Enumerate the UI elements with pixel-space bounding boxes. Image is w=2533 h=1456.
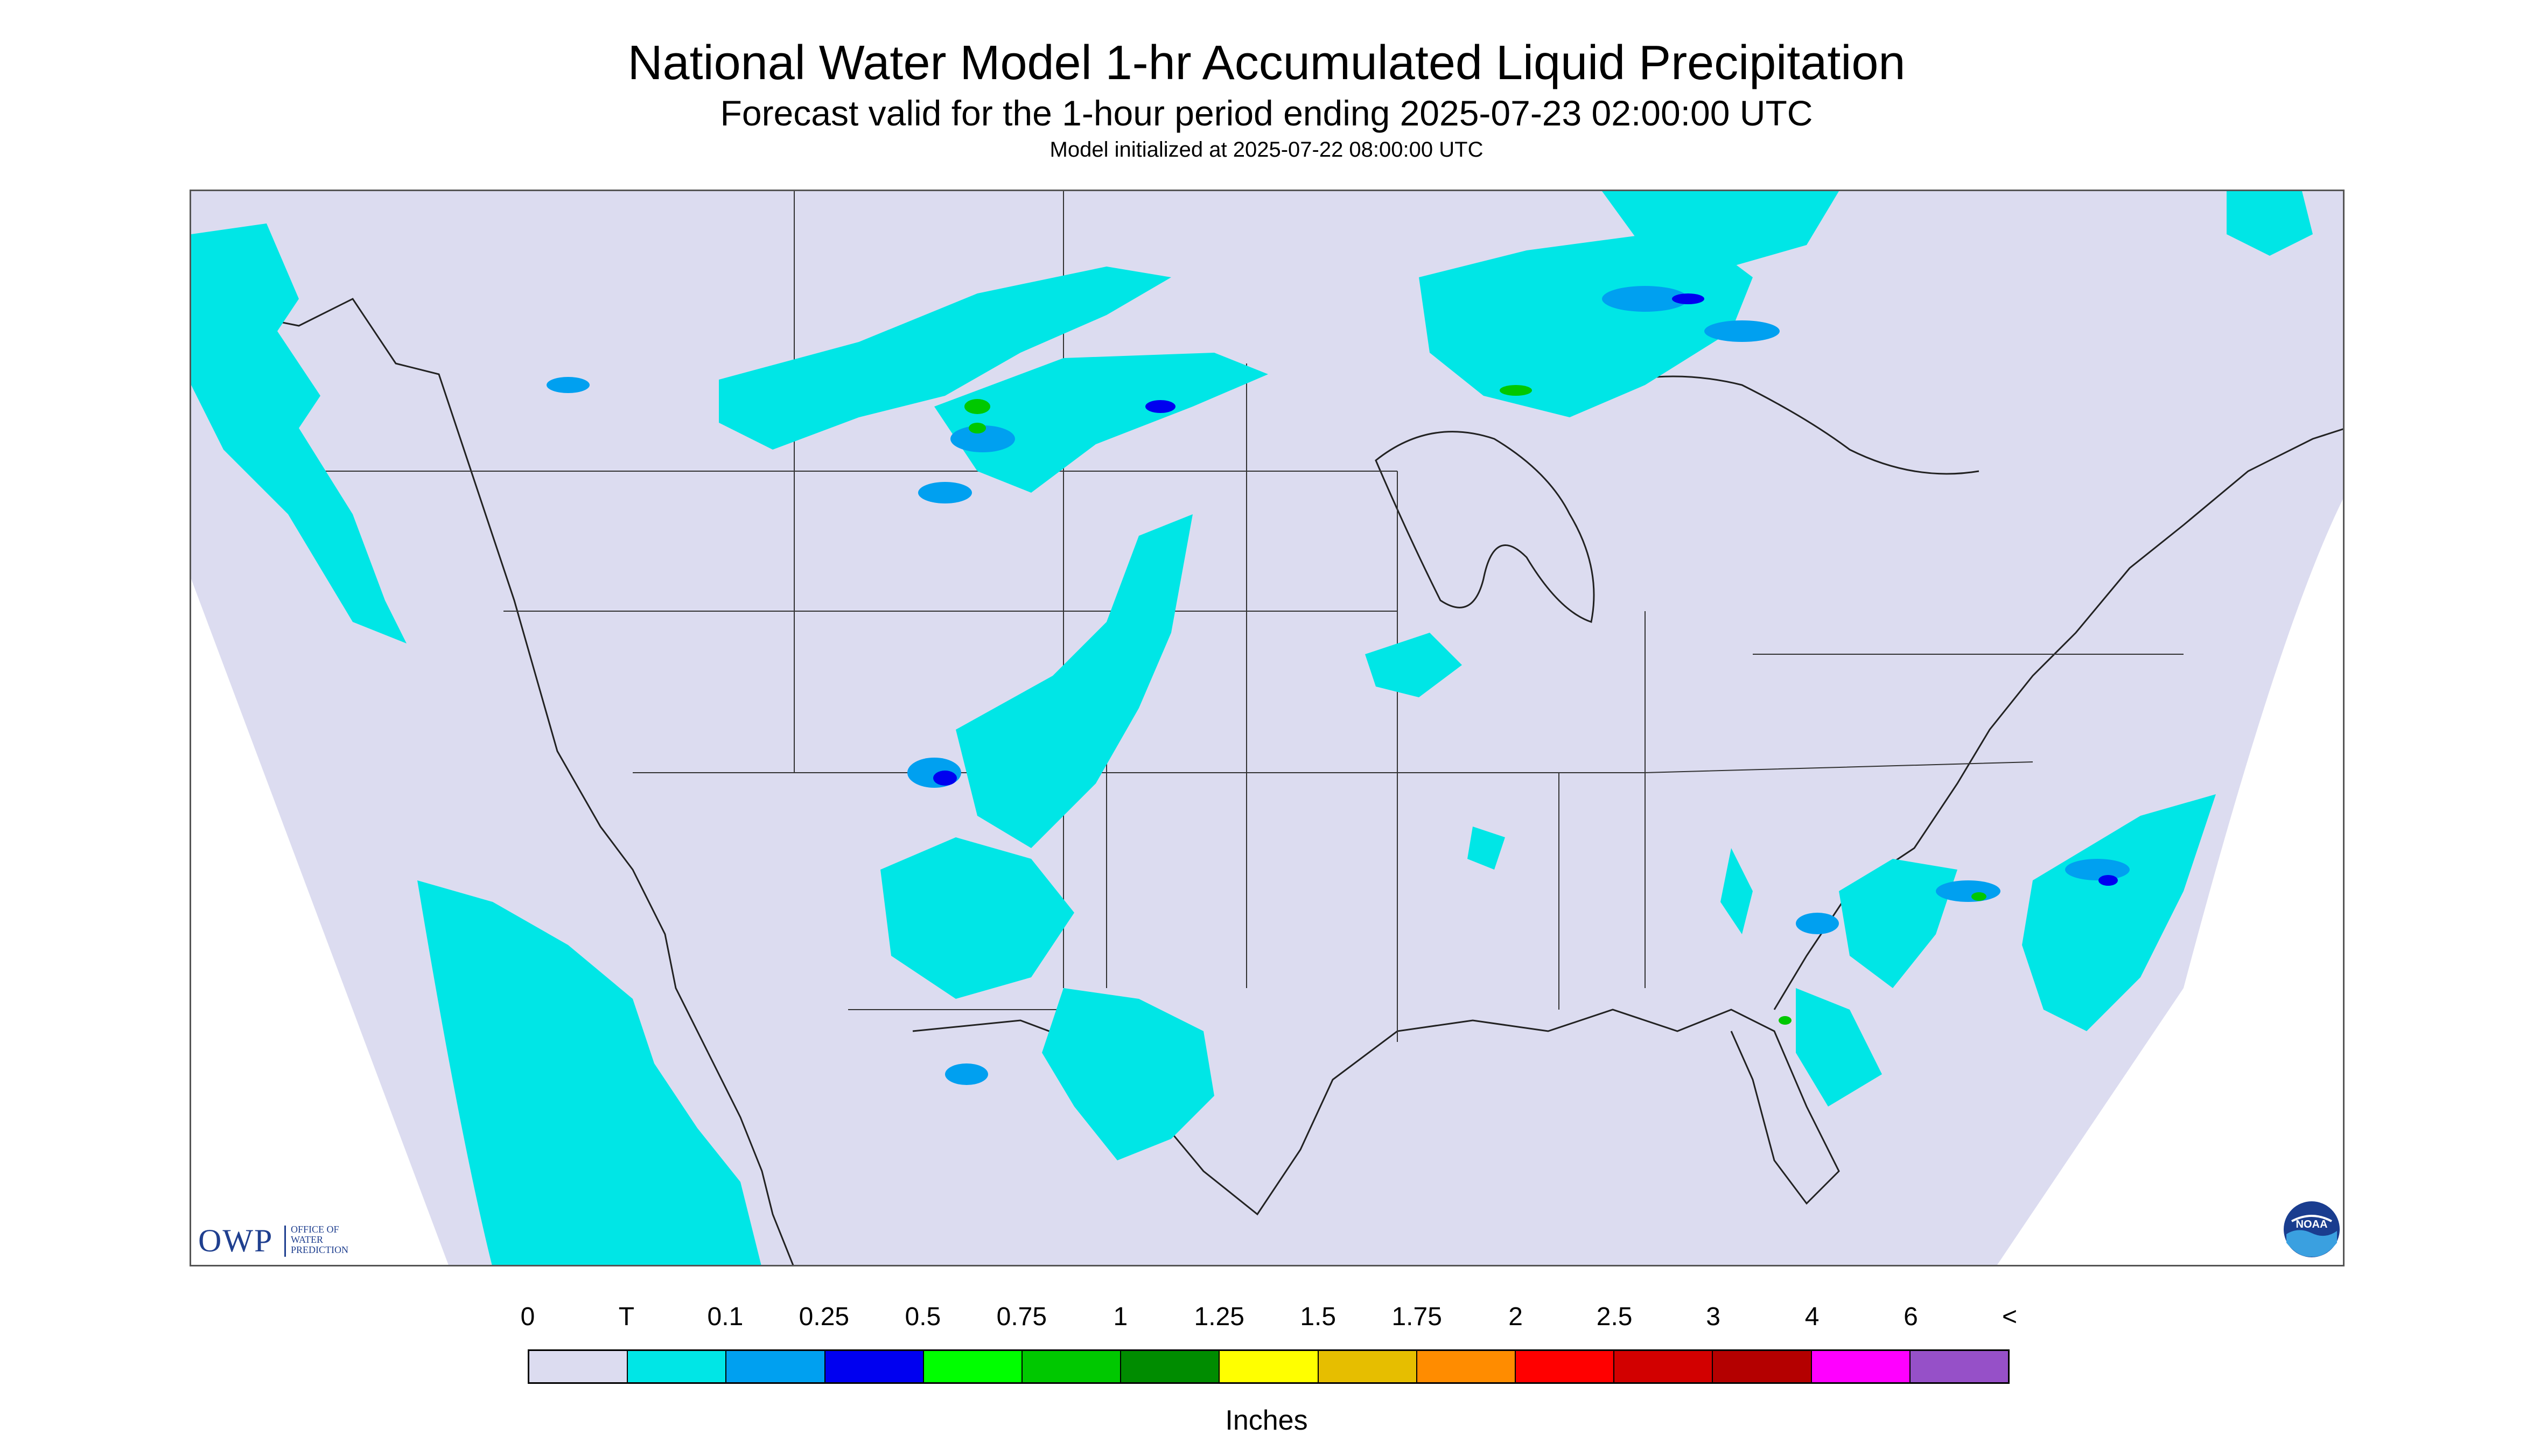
color-swatch (1318, 1351, 1417, 1382)
color-swatch (1811, 1351, 1911, 1382)
owp-name-line-2: WATER (291, 1234, 323, 1245)
legend-tick-label: < (2002, 1303, 2018, 1331)
precipitation-map (190, 190, 2345, 1266)
color-swatch (1023, 1351, 1122, 1382)
color-swatch (1220, 1351, 1319, 1382)
color-swatch (923, 1351, 1023, 1382)
noaa-logo-text: NOAA (2296, 1219, 2328, 1230)
legend-tick-label: 2.5 (1596, 1303, 1633, 1331)
color-swatch (1614, 1351, 1713, 1382)
color-swatch (726, 1351, 825, 1382)
precip-color-scale (528, 1349, 2010, 1384)
moderate-precip-cells (547, 286, 2130, 1085)
legend-tick-label: 4 (1804, 1303, 1820, 1331)
model-init-line: Model initialized at 2025-07-22 08:00:00… (1049, 138, 1484, 162)
legend-tick-label: 1 (1113, 1303, 1128, 1331)
color-swatch (529, 1351, 628, 1382)
owp-divider (284, 1226, 286, 1257)
legend-tick-label: 0.1 (707, 1303, 744, 1331)
color-swatch (1417, 1351, 1516, 1382)
heavy-precip-cells (933, 293, 2118, 886)
color-swatch (1713, 1351, 1812, 1382)
color-swatch (1516, 1351, 1615, 1382)
legend-tick-label: 0.25 (799, 1303, 850, 1331)
legend-tick-labels: 0 T 0.1 0.25 0.5 0.75 1 1.25 1.5 1.75 2 2.5 3 4 6 < (0, 1302, 2533, 1334)
legend-tick-label: T (618, 1303, 635, 1331)
legend-tick-label: 2 (1508, 1303, 1523, 1331)
map-subtitle: Forecast valid for the 1-hour period end… (720, 93, 1813, 133)
owp-name-line-3: PREDICTION (291, 1244, 348, 1255)
legend-tick-label: 3 (1706, 1303, 1720, 1331)
map-title: National Water Model 1-hr Accumulated Li… (627, 36, 1906, 90)
legend-tick-label: 0.5 (905, 1303, 941, 1331)
owp-name: OFFICE OF WATER PREDICTION (291, 1224, 366, 1255)
legend-tick-label: 1.5 (1300, 1303, 1337, 1331)
map-canvas (191, 191, 2343, 1265)
trace-precip-areas (191, 191, 2313, 1265)
legend-tick-label: 1.75 (1391, 1303, 1442, 1331)
noaa-logo: NOAA (2284, 1201, 2340, 1257)
color-swatch (1910, 1351, 2009, 1382)
color-swatch (628, 1351, 727, 1382)
legend-tick-label: 1.25 (1194, 1303, 1244, 1331)
very-heavy-precip-cells (964, 385, 1986, 1025)
legend-tick-label: 0.75 (996, 1303, 1047, 1331)
owp-acronym: OWP (198, 1223, 274, 1258)
color-swatch (825, 1351, 924, 1382)
legend-unit-label: Inches (1225, 1405, 1308, 1436)
owp-name-line-1: OFFICE OF (291, 1224, 339, 1235)
color-swatch (1121, 1351, 1220, 1382)
legend-tick-label: 6 (1904, 1303, 1918, 1331)
legend-tick-label: 0 (520, 1303, 535, 1331)
